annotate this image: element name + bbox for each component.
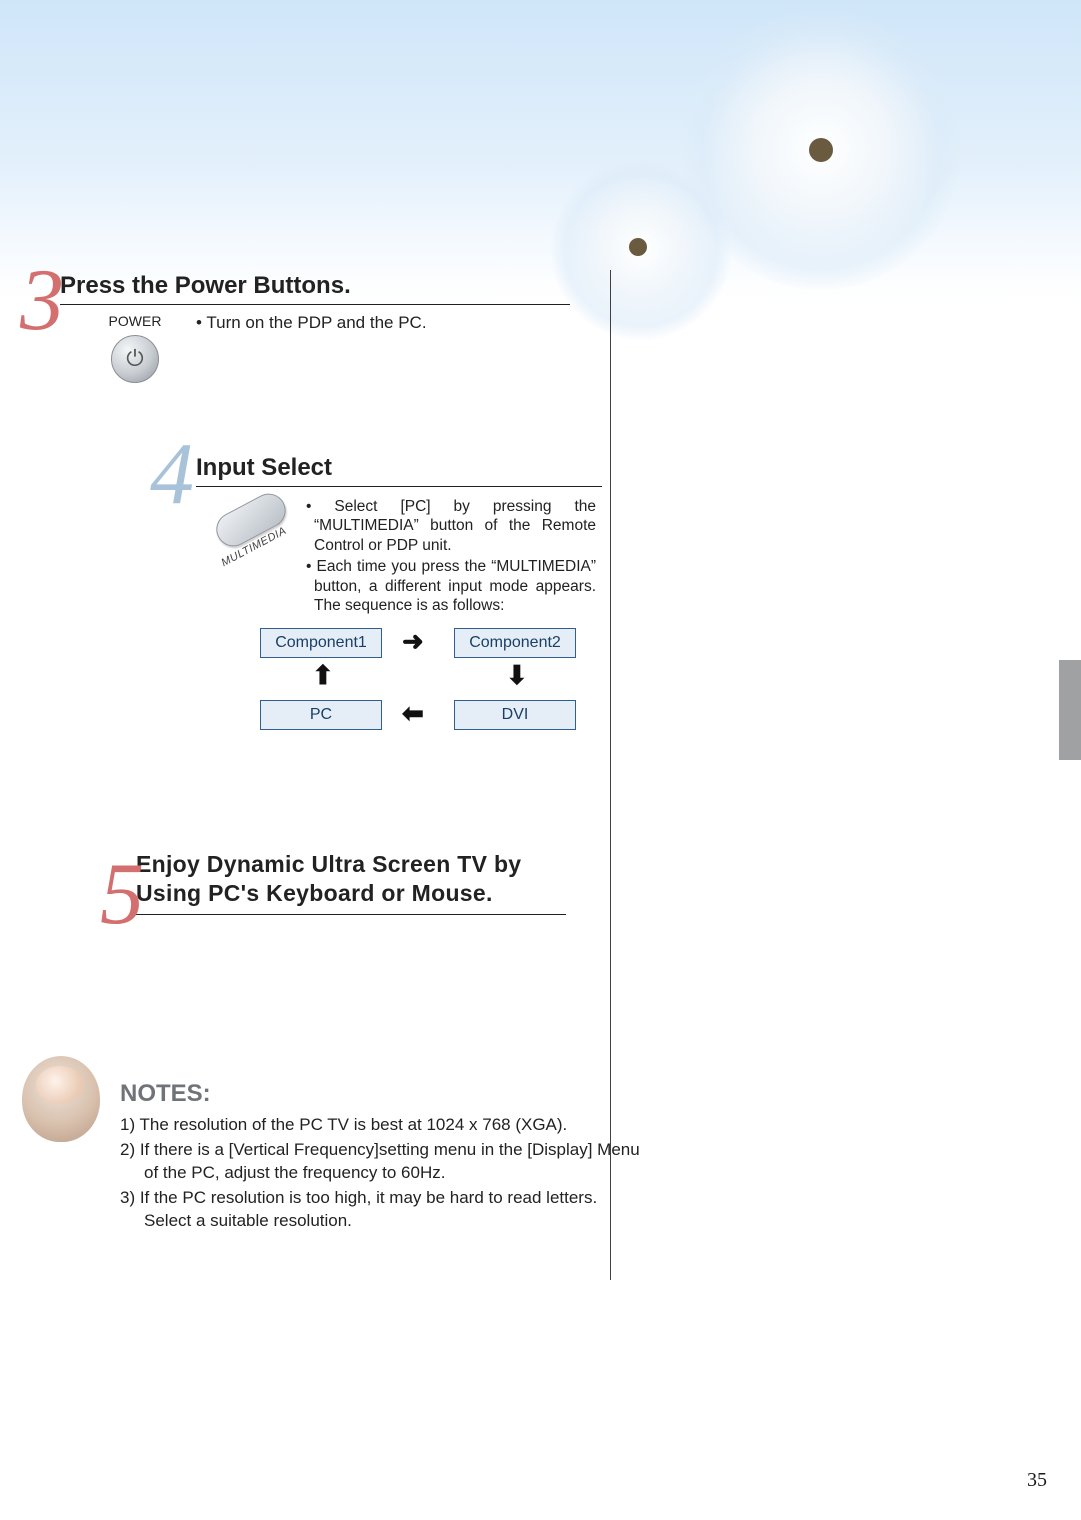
- step-number-5: 5: [100, 844, 144, 945]
- multimedia-button-graphic: MULTIMEDIA: [196, 497, 306, 569]
- arrow-right-icon: ➜: [402, 626, 424, 657]
- step-3-text: • Turn on the PDP and the PC.: [196, 313, 427, 333]
- dandelion-core-icon: [809, 138, 833, 162]
- cycle-node-component2: Component2: [454, 628, 576, 658]
- power-block: POWER: [80, 313, 190, 383]
- step-3-body: POWER • Turn on the PDP and the PC.: [80, 313, 590, 383]
- title-rule: [196, 486, 602, 487]
- step-4: 4 Input Select MULTIMEDIA • Select [PC] …: [150, 448, 602, 617]
- step-4-title: Input Select: [196, 448, 602, 482]
- notes-item: 1) The resolution of the PC TV is best a…: [120, 1114, 640, 1137]
- step-5: 5 Enjoy Dynamic Ultra Screen TV by Using…: [100, 850, 570, 915]
- decorative-sky: [0, 0, 1081, 300]
- arrow-down-icon: ⬇: [506, 660, 528, 691]
- power-icon: [111, 335, 159, 383]
- power-label: POWER: [80, 313, 190, 329]
- step-3: 3 Press the Power Buttons. POWER • Turn …: [20, 272, 590, 383]
- page-number: 35: [1027, 1469, 1047, 1492]
- title-rule: [60, 304, 570, 305]
- notes-heading: NOTES:: [120, 1080, 640, 1108]
- input-cycle-diagram: Component1 Component2 PC DVI ➜ ⬇ ⬅ ⬆: [260, 628, 580, 748]
- notes-section: NOTES: 1) The resolution of the PC TV is…: [120, 1080, 640, 1235]
- cycle-node-pc: PC: [260, 700, 382, 730]
- step-number-3: 3: [20, 250, 64, 351]
- step-5-title-line1: Enjoy Dynamic Ultra Screen TV by: [136, 851, 521, 877]
- step-3-title: Press the Power Buttons.: [60, 272, 580, 302]
- dandelion-core-icon: [629, 238, 647, 256]
- notes-list: 1) The resolution of the PC TV is best a…: [120, 1114, 640, 1233]
- title-rule: [136, 914, 566, 915]
- step-5-title: Enjoy Dynamic Ultra Screen TV by Using P…: [136, 850, 570, 908]
- arrow-up-icon: ⬆: [312, 660, 334, 691]
- step-4-body: MULTIMEDIA • Select [PC] by pressing the…: [196, 497, 602, 617]
- notes-item: 2) If there is a [Vertical Frequency]set…: [120, 1139, 640, 1185]
- step-number-4: 4: [150, 424, 194, 525]
- step-5-title-line2: Using PC's Keyboard or Mouse.: [136, 880, 493, 906]
- step-4-bullet: • Select [PC] by pressing the “MULTIMEDI…: [306, 497, 596, 555]
- page-edge-tab: [1059, 660, 1081, 760]
- notes-item: 3) If the PC resolution is too high, it …: [120, 1187, 640, 1233]
- notes-person-icon: [22, 1056, 100, 1142]
- arrow-left-icon: ⬅: [402, 698, 424, 729]
- step-4-text: • Select [PC] by pressing the “MULTIMEDI…: [306, 497, 596, 617]
- cycle-node-component1: Component1: [260, 628, 382, 658]
- cycle-node-dvi: DVI: [454, 700, 576, 730]
- manual-page: 3 Press the Power Buttons. POWER • Turn …: [0, 0, 1081, 1520]
- step-4-bullet: • Each time you press the “MULTIMEDIA” b…: [306, 557, 596, 615]
